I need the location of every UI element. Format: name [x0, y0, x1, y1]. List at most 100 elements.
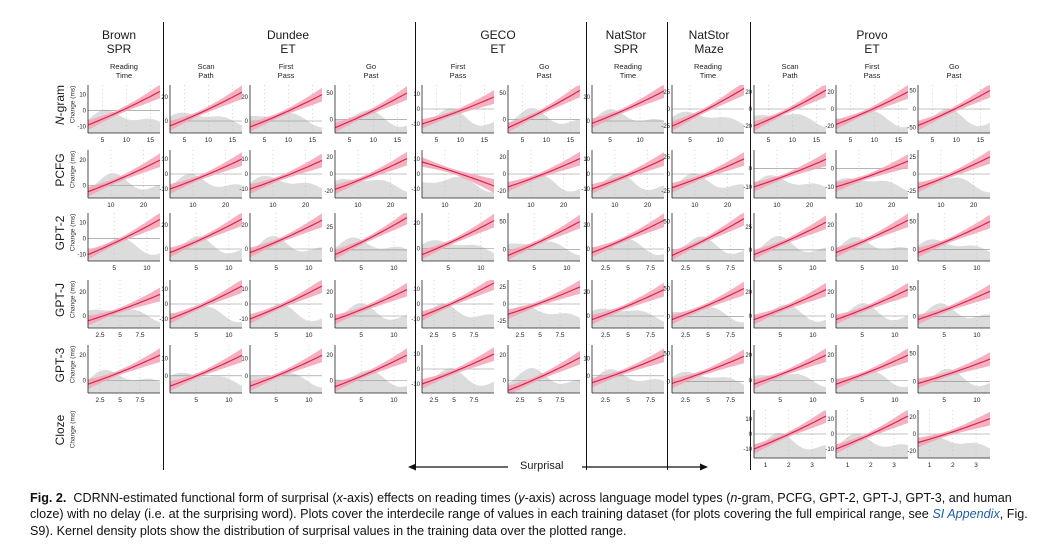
x-tick-label: 2.5	[429, 332, 438, 339]
si-appendix-link[interactable]: SI Appendix	[932, 507, 1000, 522]
x-tick-label: 5	[446, 265, 450, 272]
y-tick-label: 0	[667, 248, 671, 254]
confidence-band	[250, 213, 322, 258]
x-tick-label: 7.5	[135, 332, 144, 339]
caption-text: -gram, PCFG, GPT-2, GPT-J, GPT-3, and hu…	[30, 491, 1012, 522]
density-area	[170, 306, 242, 328]
x-tick-label: 5	[274, 332, 278, 339]
group-header-line: ET	[280, 42, 296, 56]
density-area	[836, 370, 908, 393]
density-area	[250, 236, 322, 261]
y-tick-label: 0	[165, 119, 169, 125]
confidence-band	[672, 152, 744, 193]
y-tick-label: 20	[161, 223, 168, 229]
effect-curve	[835, 354, 909, 385]
x-tick-label: 15	[229, 137, 237, 144]
x-tick-label: 10	[457, 137, 465, 144]
effect-curve	[835, 289, 909, 321]
effect-curve	[671, 87, 745, 127]
x-tick-label: 5	[183, 137, 187, 144]
x-tick-label: 5	[118, 332, 122, 339]
x-tick-label: 5	[532, 265, 536, 272]
x-tick-label: 7.5	[469, 397, 478, 404]
effect-curve	[169, 354, 243, 387]
y-tick-label: 0	[913, 248, 917, 254]
density-area	[918, 368, 990, 393]
x-tick-label: 7.5	[646, 265, 655, 272]
y-tick-label: 20	[745, 90, 752, 96]
subheader-line: Time	[115, 71, 133, 80]
x-tick-label: 20	[140, 202, 148, 209]
y-tick-label: 10	[241, 357, 248, 363]
y-tick-label: 20	[79, 290, 86, 296]
x-tick-label: 7.5	[646, 332, 655, 339]
y-tick-label: 0	[831, 107, 835, 113]
x-tick-label: 10	[953, 137, 961, 144]
confidence-band	[170, 85, 242, 131]
group-header-line: Brown	[101, 28, 136, 42]
x-tick-label: 10	[809, 332, 817, 339]
x-tick-label: 10	[891, 265, 899, 272]
y-tick-label: -10	[77, 253, 86, 259]
chart-panel: 10 20 -20 0 20	[324, 150, 408, 209]
density-area	[335, 303, 407, 328]
effect-curve	[249, 285, 323, 320]
x-tick-label: 3	[974, 462, 978, 469]
density-area	[592, 173, 664, 198]
x-tick-label: 5	[521, 137, 525, 144]
confidence-band	[250, 348, 322, 391]
x-tick-label: 10	[390, 265, 398, 272]
confidence-band	[672, 85, 744, 131]
group-header: NatStor SPR	[586, 28, 666, 56]
y-tick-label: -25	[661, 189, 670, 195]
y-tick-label: -20	[907, 449, 916, 455]
effect-curve	[835, 219, 909, 254]
surprisal-arrow	[408, 463, 708, 471]
subheader-line: Go	[365, 62, 376, 71]
group-header-line: Dundee	[266, 28, 310, 42]
confidence-band	[88, 287, 160, 326]
confidence-band	[170, 280, 242, 324]
y-tick-label: 0	[165, 172, 169, 178]
x-tick-label: 2.5	[515, 332, 524, 339]
effect-curve	[753, 221, 827, 256]
x-tick-label: 10	[716, 137, 724, 144]
separator-line	[586, 22, 587, 470]
group-header: Brown SPR	[79, 28, 159, 56]
y-tick-label: -10	[825, 447, 834, 453]
confidence-band	[918, 150, 990, 193]
x-tick-label: 5	[359, 332, 363, 339]
group-header-line: NatStor	[605, 28, 647, 42]
confidence-band	[508, 85, 580, 133]
confidence-band	[754, 215, 826, 260]
density-area	[335, 370, 407, 393]
y-tick-label: 20	[241, 223, 248, 229]
effect-curve	[334, 354, 408, 388]
column-subheader: First Pass	[428, 62, 488, 80]
confidence-band	[170, 348, 242, 391]
group-header: Provo ET	[832, 28, 912, 56]
y-tick-label: 50	[499, 91, 506, 97]
y-tick-label: 0	[83, 237, 87, 243]
confidence-band	[508, 151, 580, 192]
chart-panel: 5 10 0 50	[909, 345, 991, 404]
y-tick-label: 0	[245, 302, 249, 308]
column-subheader: First Pass	[256, 62, 316, 80]
y-tick-label: 0	[667, 315, 671, 321]
y-tick-label: 10	[161, 357, 168, 363]
x-tick-label: 5	[942, 332, 946, 339]
subheader-line: Pass	[277, 71, 295, 80]
subheader-line: Past	[946, 71, 962, 80]
effect-curve	[591, 219, 665, 254]
subheader-line: Pass	[863, 71, 881, 80]
column-subheader: Reading Time	[598, 62, 658, 80]
